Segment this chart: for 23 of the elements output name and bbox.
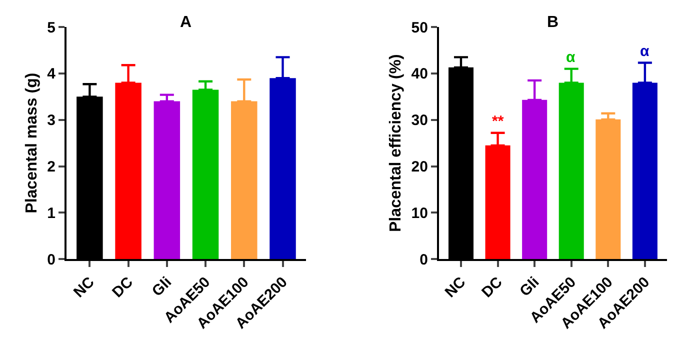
chart-title: A xyxy=(180,14,192,31)
y-tick-label: 5 xyxy=(47,19,56,36)
y-tick-label: 1 xyxy=(47,204,56,222)
annotation: α xyxy=(640,43,650,60)
annotation: ** xyxy=(492,113,504,130)
y-axis-title: Placental efficiency (%) xyxy=(388,54,405,232)
y-tick-label: 0 xyxy=(47,251,56,268)
y-tick-label: 10 xyxy=(411,204,428,222)
annotation: α xyxy=(566,49,576,66)
y-tick-label: 0 xyxy=(420,251,428,268)
y-axis-title: Placental mass (g) xyxy=(24,72,41,214)
y-tick-label: 50 xyxy=(411,19,428,36)
y-tick-label: 40 xyxy=(411,66,428,83)
y-tick-label: 20 xyxy=(411,158,428,176)
x-tick-label: DC xyxy=(478,274,506,302)
y-tick-label: 30 xyxy=(411,112,428,130)
y-tick-label: 4 xyxy=(47,66,56,83)
x-tick-label: DC xyxy=(109,274,137,302)
x-tick-label: NC xyxy=(442,274,470,302)
y-tick-label: 3 xyxy=(47,112,56,130)
chart-title: B xyxy=(547,14,559,31)
y-tick-label: 2 xyxy=(47,158,56,176)
x-tick-label: NC xyxy=(70,274,98,302)
